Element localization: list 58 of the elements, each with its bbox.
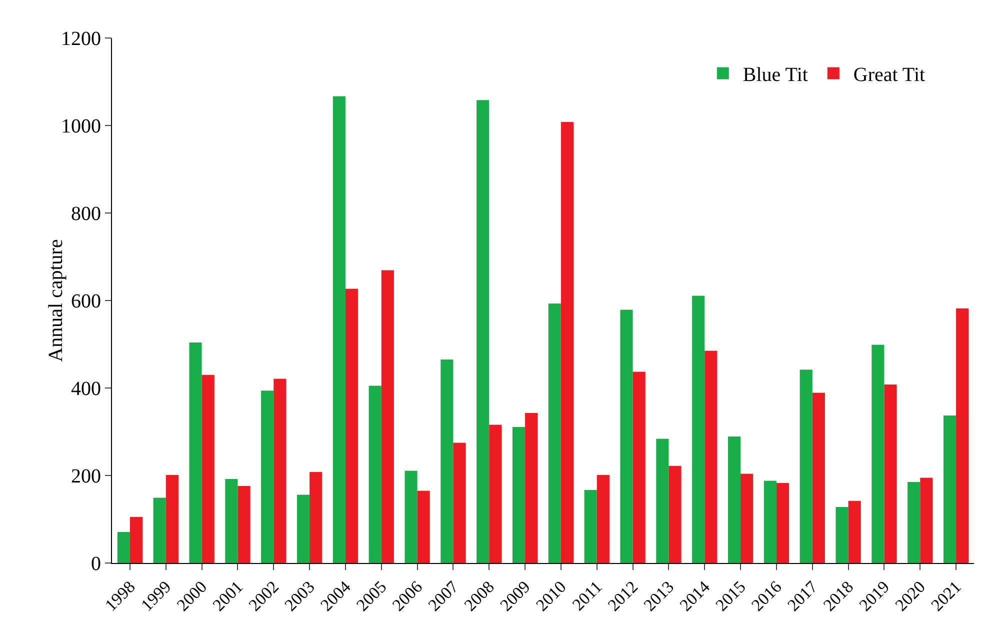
bar — [310, 472, 322, 563]
bar — [728, 436, 741, 563]
bar — [584, 490, 597, 563]
bar — [261, 390, 274, 563]
bar — [189, 342, 202, 563]
bar — [117, 532, 130, 563]
bar — [560, 122, 574, 563]
bar — [274, 378, 286, 563]
bar — [489, 424, 502, 563]
bar — [130, 517, 143, 563]
y-tick-label: 200 — [71, 466, 101, 488]
bar — [956, 308, 969, 563]
bar — [692, 296, 705, 563]
bar — [238, 486, 250, 563]
y-tick-label: 1000 — [61, 116, 101, 138]
bar — [476, 100, 490, 563]
bar — [381, 270, 394, 563]
bar — [812, 392, 825, 563]
bar — [225, 479, 238, 563]
bar — [166, 475, 178, 563]
bar — [704, 350, 718, 563]
bar — [836, 507, 848, 563]
bar — [345, 288, 358, 563]
legend-label: Blue Tit — [742, 64, 808, 86]
bar — [440, 360, 454, 563]
bar — [417, 490, 430, 563]
bar — [548, 304, 561, 563]
bar — [848, 500, 861, 563]
y-tick-label: 400 — [71, 378, 101, 400]
y-tick-label: 600 — [71, 290, 101, 312]
bar — [872, 344, 884, 563]
bar — [296, 494, 310, 563]
bar — [525, 412, 538, 563]
bar — [153, 498, 166, 563]
y-tick-label: 0 — [91, 553, 101, 575]
bar — [332, 96, 346, 563]
legend-label: Great Tit — [853, 64, 926, 86]
bar — [776, 482, 790, 563]
bar — [740, 474, 754, 563]
bar — [764, 480, 776, 563]
y-tick-label: 800 — [71, 203, 101, 225]
bar — [620, 310, 633, 563]
bar — [404, 470, 418, 563]
bar — [943, 416, 956, 563]
bar — [668, 466, 682, 563]
y-tick-label: 1200 — [61, 28, 101, 50]
bar — [596, 475, 610, 563]
bar — [908, 482, 920, 563]
bar — [800, 370, 812, 563]
bar — [453, 442, 466, 563]
y-axis-title: Annual capture — [45, 239, 67, 362]
bar — [512, 426, 526, 563]
bar — [920, 478, 933, 563]
bar — [632, 372, 646, 563]
bar — [656, 438, 669, 563]
bar — [368, 386, 382, 563]
bar — [884, 384, 897, 563]
bar — [202, 374, 214, 563]
